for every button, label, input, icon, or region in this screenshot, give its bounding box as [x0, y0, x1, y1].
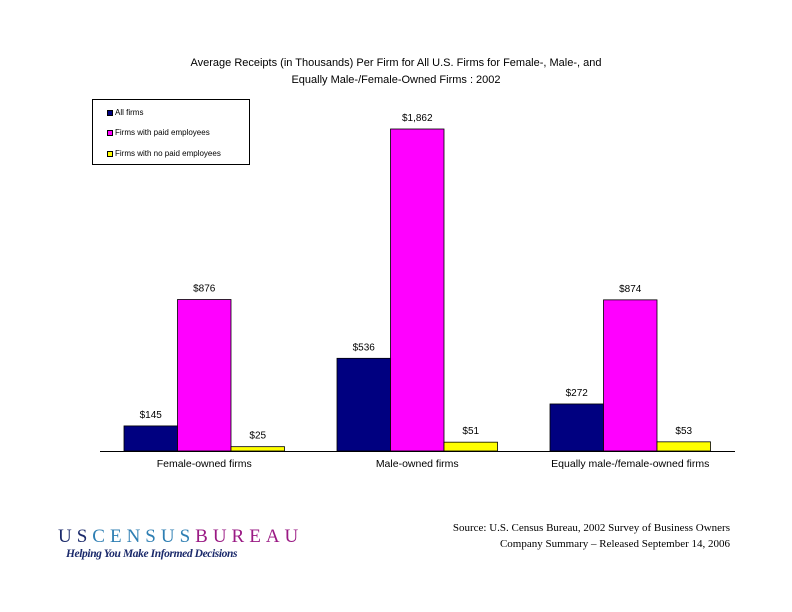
legend-item-all-firms: All firms	[107, 108, 144, 118]
bar-male-owned-firms-firms-with-paid-employees	[390, 128, 445, 452]
bar-equally-male-female-owned-firms-firms-with-paid-employees	[603, 299, 658, 452]
bar-female-owned-firms-firms-with-paid-employees	[177, 299, 232, 452]
legend-item-no-paid-employees: Firms with no paid employees	[107, 149, 221, 159]
census-bureau-logo: USCENSUSBUREAU Helping You Make Informed…	[58, 526, 304, 560]
data-label-male-owned-firms-all-firms: $536	[353, 342, 376, 353]
data-label-female-owned-firms-firms-with-no-paid-employees: $25	[249, 431, 266, 442]
logo-tagline: Helping You Make Informed Decisions	[66, 548, 238, 560]
legend-label-no-paid-employees: Firms with no paid employees	[115, 149, 221, 158]
legend-label-paid-employees: Firms with paid employees	[115, 128, 210, 137]
data-label-male-owned-firms-firms-with-paid-employees: $1,862	[402, 113, 433, 124]
bar-equally-male-female-owned-firms-firms-with-no-paid-employees	[656, 441, 711, 452]
logo-wordmark: USCENSUSBUREAU	[58, 526, 304, 547]
data-label-equally-male-female-owned-firms-all-firms: $272	[566, 388, 589, 399]
data-label-equally-male-female-owned-firms-firms-with-no-paid-employees: $53	[675, 426, 692, 437]
category-label-female-owned-firms: Female-owned firms	[157, 458, 252, 470]
data-label-female-owned-firms-all-firms: $145	[140, 410, 163, 421]
bar-male-owned-firms-firms-with-no-paid-employees	[443, 441, 498, 452]
bar-equally-male-female-owned-firms-all-firms	[549, 403, 604, 452]
bar-female-owned-firms-firms-with-no-paid-employees	[230, 446, 285, 452]
legend-item-paid-employees: Firms with paid employees	[107, 128, 210, 138]
data-label-female-owned-firms-firms-with-paid-employees: $876	[193, 284, 216, 295]
data-label-equally-male-female-owned-firms-firms-with-paid-employees: $874	[619, 284, 642, 295]
data-label-male-owned-firms-firms-with-no-paid-employees: $51	[462, 426, 479, 437]
legend-label-all-firms: All firms	[115, 108, 144, 117]
category-label-male-owned-firms: Male-owned firms	[376, 458, 459, 470]
chart-legend: All firms Firms with paid employees Firm…	[92, 99, 250, 165]
chart-title: Average Receipts (in Thousands) Per Firm…	[90, 55, 702, 89]
bar-female-owned-firms-all-firms	[123, 425, 178, 452]
legend-swatch-paid-employees	[107, 130, 113, 136]
chart-title-line-1: Average Receipts (in Thousands) Per Firm…	[190, 57, 602, 69]
chart-title-line-2: Equally Male-/Female-Owned Firms : 2002	[291, 74, 501, 86]
category-label-equally-male-female-owned-firms: Equally male-/female-owned firms	[551, 458, 709, 470]
source-line-2: Company Summary – Released September 14,…	[499, 538, 730, 550]
legend-swatch-no-paid-employees	[107, 151, 113, 157]
legend-swatch-all-firms	[107, 110, 113, 116]
source-line-1: Source: U.S. Census Bureau, 2002 Survey …	[452, 522, 730, 534]
bar-male-owned-firms-all-firms	[336, 357, 391, 452]
source-note: Source: U.S. Census Bureau, 2002 Survey …	[453, 520, 730, 552]
